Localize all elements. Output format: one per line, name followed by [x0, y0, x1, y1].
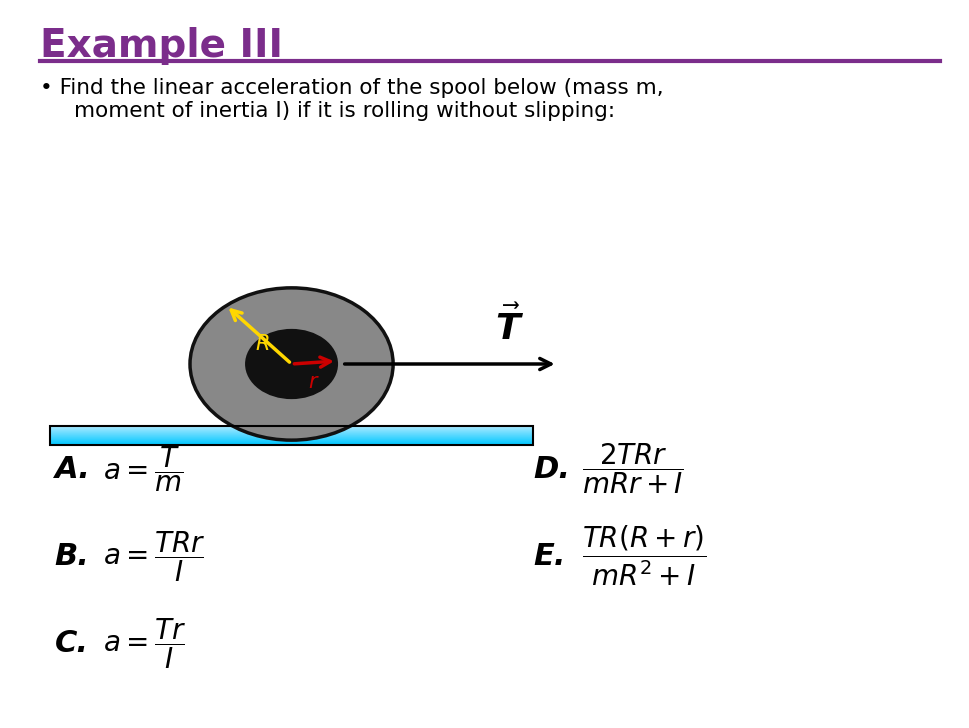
- Circle shape: [246, 330, 336, 398]
- Text: moment of inertia I) if it is rolling without slipping:: moment of inertia I) if it is rolling wi…: [74, 101, 614, 122]
- Text: $\dfrac{TR(R+r)}{mR^2+I}$: $\dfrac{TR(R+r)}{mR^2+I}$: [581, 524, 705, 588]
- Bar: [49, 426, 533, 446]
- Text: C.: C.: [54, 629, 88, 657]
- Text: $\vec{\boldsymbol{T}}$: $\vec{\boldsymbol{T}}$: [494, 305, 523, 347]
- Text: $\dfrac{2TRr}{mRr+I}$: $\dfrac{2TRr}{mRr+I}$: [581, 442, 683, 496]
- Text: A.: A.: [54, 455, 90, 483]
- Text: $R$: $R$: [255, 333, 269, 354]
- Text: Example III: Example III: [40, 27, 283, 65]
- Text: $a = \dfrac{TRr}{I}$: $a = \dfrac{TRr}{I}$: [103, 529, 204, 584]
- Text: E.: E.: [533, 542, 565, 571]
- Text: D.: D.: [533, 455, 570, 483]
- Circle shape: [190, 288, 392, 440]
- Text: • Find the linear acceleration of the spool below (mass m,: • Find the linear acceleration of the sp…: [40, 78, 663, 98]
- Text: $r$: $r$: [308, 372, 320, 392]
- Text: B.: B.: [54, 542, 89, 571]
- Text: $a = \dfrac{T}{m}$: $a = \dfrac{T}{m}$: [103, 444, 183, 494]
- Text: $a = \dfrac{Tr}{I}$: $a = \dfrac{Tr}{I}$: [103, 616, 186, 670]
